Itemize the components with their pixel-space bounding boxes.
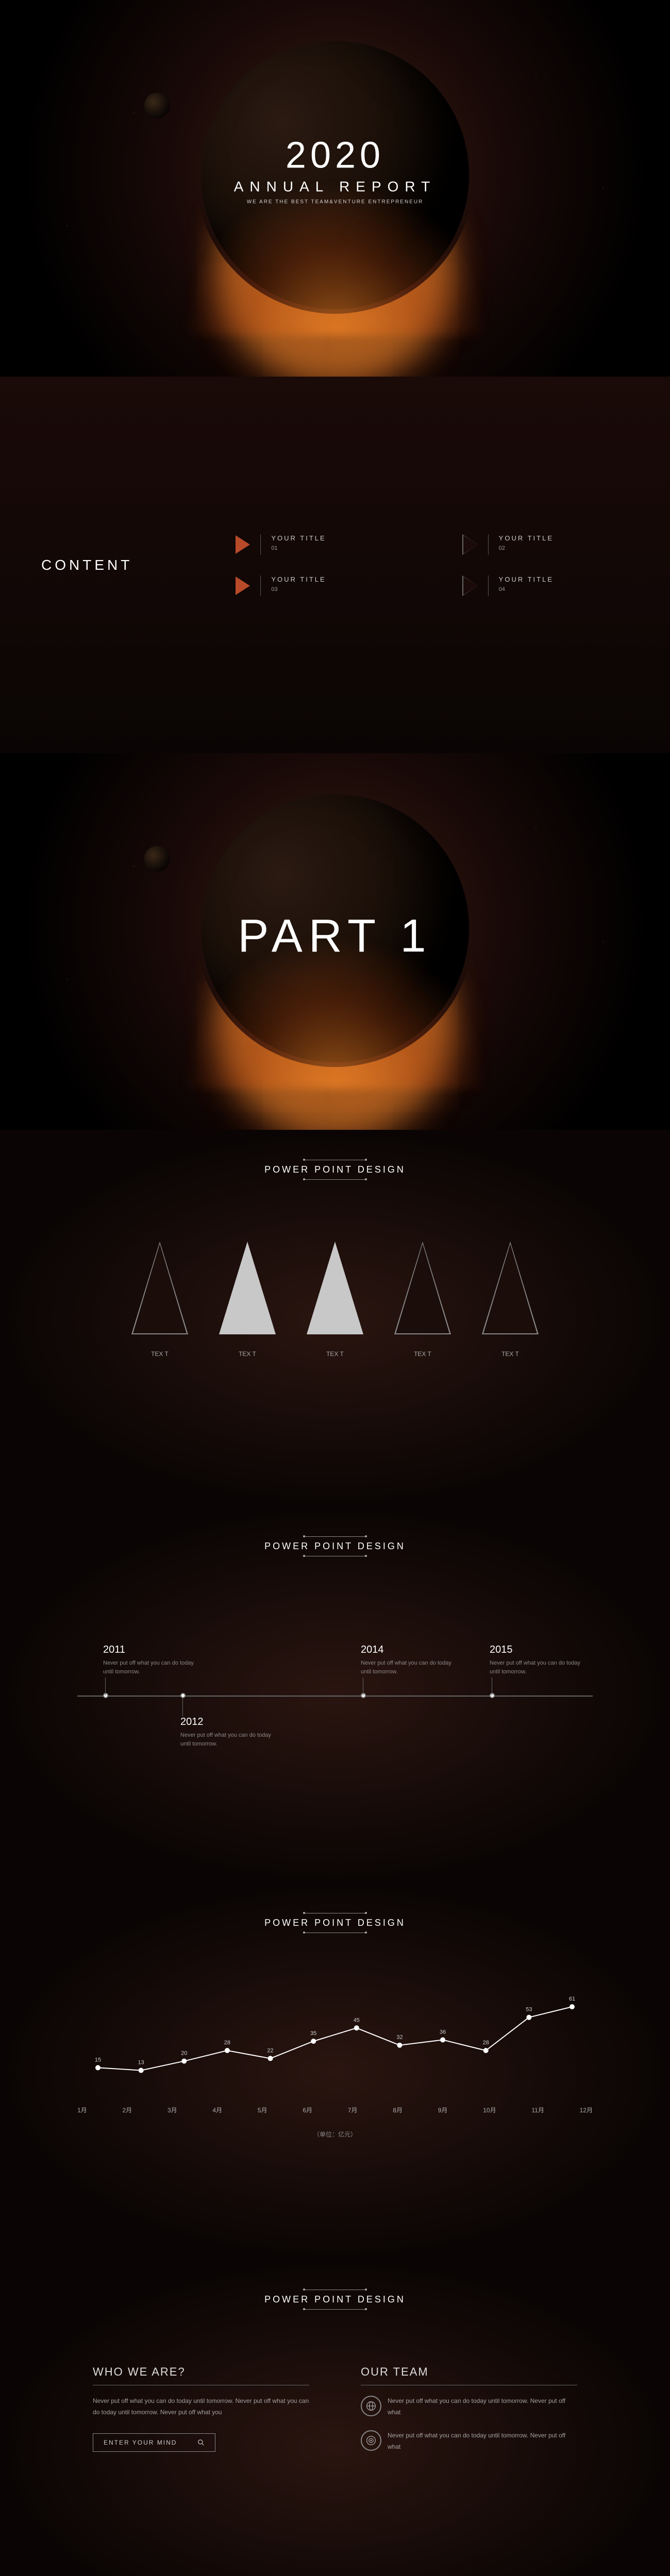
- content-item-4[interactable]: YOUR TITLE 04: [463, 575, 629, 596]
- content-heading: CONTENT: [41, 557, 132, 573]
- svg-text:45: 45: [354, 2017, 360, 2023]
- triangle-outline-icon: [463, 535, 478, 554]
- year-title: 2020: [234, 134, 437, 176]
- section-title: POWER POINT DESIGN: [0, 1541, 670, 1552]
- svg-text:28: 28: [483, 2040, 489, 2046]
- chart-unit: （单位：亿元）: [77, 2130, 593, 2139]
- triangle-icon: [236, 577, 250, 595]
- triangle-chart: TEX T TEX T TEX T TEX T TEX T: [0, 1242, 670, 1359]
- svg-text:28: 28: [224, 2040, 230, 2046]
- part1-title: PART 1: [238, 910, 432, 963]
- section-title: POWER POINT DESIGN: [0, 1164, 670, 1175]
- line-chart: 151320282235453236285361 1月2月3月4月5月6月7月8…: [77, 1985, 593, 2129]
- svg-text:53: 53: [526, 2007, 532, 2013]
- triangles-slide: POWER POINT DESIGN TEX T TEX T TEX T TEX…: [0, 1130, 670, 1506]
- report-title: ANNUAL REPORT: [234, 178, 437, 195]
- globe-icon: [361, 2396, 381, 2416]
- section-title: POWER POINT DESIGN: [0, 1918, 670, 1928]
- triangle-icon: [236, 535, 250, 554]
- report-subtitle: WE ARE THE BEST TEAM&VENTURE ENTREPRENEU…: [234, 199, 437, 205]
- svg-text:20: 20: [181, 2050, 187, 2057]
- content-item-2[interactable]: YOUR TITLE 02: [463, 534, 629, 555]
- moon-decoration: [144, 846, 170, 872]
- timeline-chart: 2011Never put off what you can do today …: [77, 1618, 593, 1773]
- moon-decoration: [144, 93, 170, 118]
- section-title: POWER POINT DESIGN: [0, 2294, 670, 2305]
- target-icon: [361, 2430, 381, 2451]
- linechart-slide: POWER POINT DESIGN 15 13 20 28 22 35 45 32 36 28 5…: [0, 1883, 670, 2260]
- who-slide: POWER POINT DESIGN WHO WE ARE? Never put…: [0, 2260, 670, 2576]
- team-title: OUR TEAM: [361, 2365, 577, 2385]
- search-icon: [197, 2439, 205, 2446]
- svg-text:13: 13: [138, 2060, 144, 2066]
- svg-text:32: 32: [396, 2035, 403, 2041]
- content-slide: CONTENT YOUR TITLE 01 YOUR TITLE 02 YOUR…: [0, 377, 670, 753]
- svg-text:35: 35: [310, 2030, 316, 2037]
- svg-text:15: 15: [95, 2057, 101, 2063]
- who-desc: Never put off what you can do today unti…: [93, 2396, 309, 2418]
- svg-text:36: 36: [440, 2029, 446, 2035]
- who-title: WHO WE ARE?: [93, 2365, 309, 2385]
- cover-slide: 2020 ANNUAL REPORT WE ARE THE BEST TEAM&…: [0, 0, 670, 377]
- timeline-slide: POWER POINT DESIGN 2011Never put off wha…: [0, 1506, 670, 1883]
- part1-slide: PART 1: [0, 753, 670, 1130]
- svg-text:61: 61: [569, 1996, 575, 2002]
- search-box[interactable]: ENTER YOUR MIND: [93, 2433, 215, 2452]
- content-item-3[interactable]: YOUR TITLE 03: [236, 575, 401, 596]
- triangle-outline-icon: [463, 577, 478, 595]
- svg-text:22: 22: [267, 2047, 273, 2054]
- content-item-1[interactable]: YOUR TITLE 01: [236, 534, 401, 555]
